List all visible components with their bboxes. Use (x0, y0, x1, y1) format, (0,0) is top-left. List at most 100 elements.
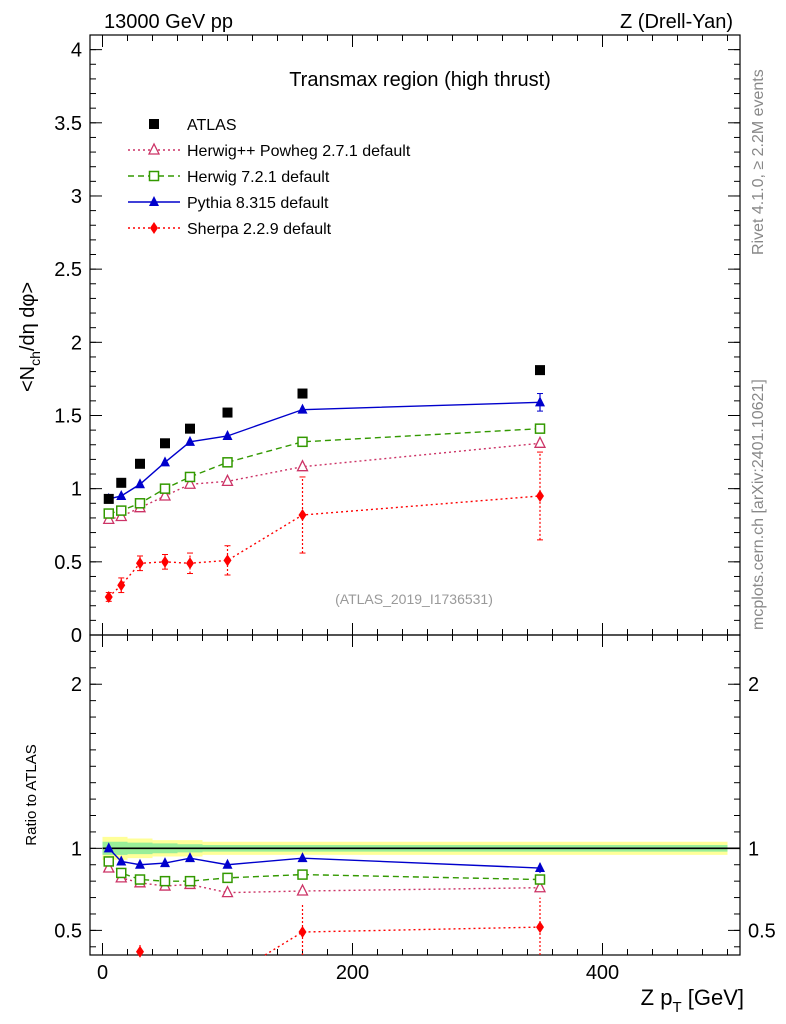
data-point (117, 579, 126, 592)
source-label: mcplots.cern.ch [arXiv:2401.10621] (750, 379, 767, 630)
data-point (103, 842, 114, 853)
x-tick-label: 200 (336, 962, 369, 984)
y-tick-label: 4 (71, 40, 82, 62)
data-point (221, 885, 234, 898)
legend-label: Sherpa 2.2.9 default (187, 221, 332, 238)
data-point (536, 921, 544, 934)
data-point (535, 396, 545, 407)
data-point (297, 388, 308, 399)
legend-label: ATLAS (187, 117, 237, 134)
data-point (159, 483, 171, 494)
data-point (103, 508, 114, 519)
y-tick-label: 1 (71, 479, 82, 501)
legend-item: Sherpa 2.2.9 default (128, 221, 332, 238)
y-tick-label: 1.5 (54, 405, 82, 427)
data-point (222, 429, 233, 440)
series-line (108, 495, 541, 598)
legend-item: Pythia 8.315 default (128, 195, 329, 212)
y-tick-label-right: 1 (748, 838, 759, 860)
series-line (108, 427, 541, 515)
data-point (296, 883, 309, 896)
ratio-series-sherpa-2-2-9-default (136, 897, 544, 958)
y-tick-label: 3 (71, 186, 82, 208)
legend-item: Herwig 7.2.1 default (128, 169, 330, 186)
series-line (108, 401, 541, 500)
data-point (298, 509, 307, 521)
data-point (222, 457, 233, 468)
data-point (136, 557, 144, 570)
data-point (103, 493, 114, 504)
data-point (102, 860, 115, 873)
data-point (297, 869, 308, 880)
data-point (149, 119, 159, 129)
data-point (534, 423, 546, 434)
data-point (150, 222, 158, 234)
data-point (134, 874, 146, 885)
data-point (221, 473, 234, 486)
y-tick-label-right: 0.5 (748, 920, 776, 942)
data-point (222, 407, 233, 418)
data-point (135, 458, 145, 469)
data-point (297, 403, 308, 414)
data-point (184, 875, 196, 887)
y-tick-label: 3.5 (54, 113, 82, 135)
legend-item: ATLAS (149, 117, 237, 134)
ratio-series-pythia-8-315-default (103, 842, 545, 873)
data-point (161, 555, 169, 568)
data-point (134, 498, 146, 509)
series-sherpa-2-2-9-default (104, 451, 544, 603)
series-line (108, 867, 541, 894)
data-point (148, 170, 160, 182)
data-point (185, 423, 195, 434)
data-point (116, 855, 127, 866)
x-tick-label: 0 (97, 962, 108, 984)
y-tick-label-right: 2 (748, 674, 759, 696)
x-axis-title: Z pT [GeV] (641, 985, 744, 1016)
legend: ATLAS Herwig++ Powheg 2.7.1 default Herwig… (128, 117, 411, 238)
y-tick-label: 0.5 (54, 552, 82, 574)
data-point (116, 489, 127, 500)
data-point (223, 554, 232, 567)
data-point (136, 945, 144, 958)
data-point (116, 505, 127, 516)
y-tick-label: 2 (71, 332, 82, 354)
main-title: Transmax region (high thrust) (289, 69, 551, 91)
main-y-axis-title: <Nch/dη dφ> (17, 282, 43, 392)
ratio-panel: 0 200 400 0.5 0.5 1 1 2 2 Ratio to ATLAS Z pT [G… (23, 634, 776, 1016)
data-point (158, 488, 172, 501)
rivet-label: Rivet 4.1.0, ≥ 2.2M events (750, 69, 767, 255)
data-point (533, 880, 547, 893)
y-tick-label: 1 (71, 838, 82, 860)
data-point (297, 436, 308, 448)
header-energy: 13000 GeV pp (104, 11, 233, 33)
data-point (160, 857, 170, 868)
data-point (104, 590, 113, 603)
data-point (297, 852, 308, 863)
data-point (135, 478, 145, 489)
plot-frame (89, 634, 741, 956)
series-herwig-7-2-1-default (103, 423, 546, 519)
data-point (135, 858, 145, 869)
data-point (116, 477, 127, 488)
y-tick-label: 2.5 (54, 259, 82, 281)
series-atlas (103, 365, 545, 504)
data-point (298, 926, 307, 939)
y-tick-label: 2 (71, 674, 82, 696)
y-tick-label: 0 (71, 625, 82, 647)
main-panel: 0 0.5 1 1.5 2 2.5 3 3.5 4 Transmax region (high … (17, 34, 741, 647)
data-point (103, 856, 114, 867)
x-tick-label: 400 (586, 962, 619, 984)
series-herwig-powheg-2-7-1-default (102, 435, 547, 525)
data-point (534, 874, 546, 885)
data-point (533, 435, 547, 448)
data-point (186, 557, 194, 570)
data-point (160, 456, 170, 467)
legend-item: Herwig++ Powheg 2.7.1 default (128, 142, 411, 160)
legend-label: Herwig++ Powheg 2.7.1 default (187, 143, 411, 160)
analysis-watermark: (ATLAS_2019_I1736531) (335, 591, 493, 607)
data-point (183, 476, 197, 489)
data-point (296, 459, 309, 472)
data-point (535, 862, 545, 873)
data-point (149, 196, 159, 206)
